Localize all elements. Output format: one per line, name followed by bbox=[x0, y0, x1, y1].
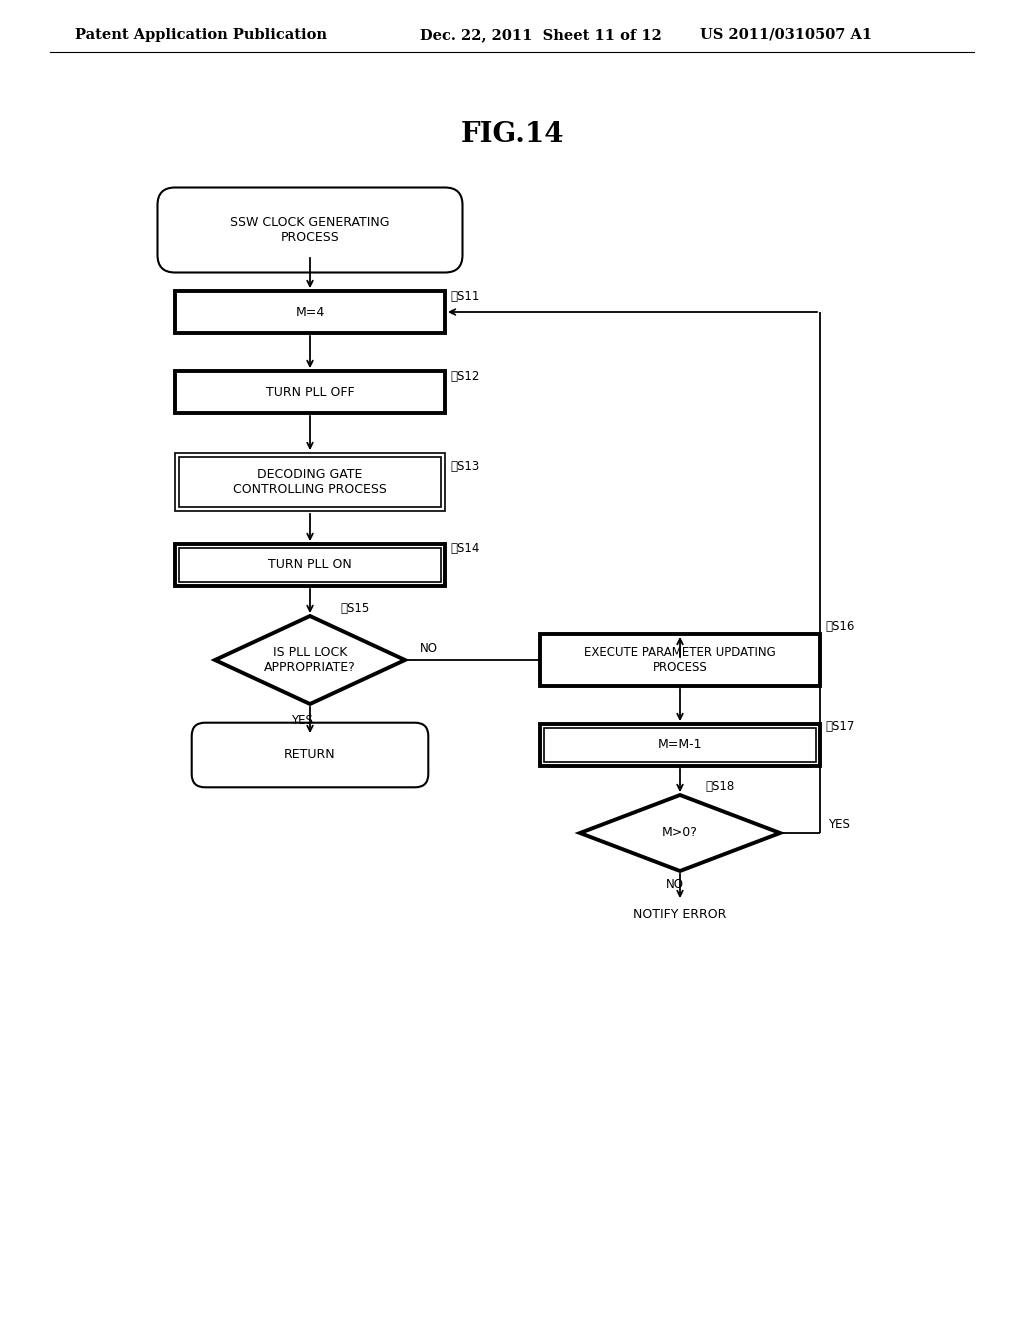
Text: FIG.14: FIG.14 bbox=[460, 121, 564, 149]
Bar bbox=[179, 457, 441, 507]
Text: M>0?: M>0? bbox=[663, 826, 698, 840]
Polygon shape bbox=[215, 616, 406, 704]
Text: M=4: M=4 bbox=[295, 305, 325, 318]
Bar bbox=[544, 729, 816, 762]
Text: TURN PLL OFF: TURN PLL OFF bbox=[265, 385, 354, 399]
Text: EXECUTE PARAMETER UPDATING
PROCESS: EXECUTE PARAMETER UPDATING PROCESS bbox=[584, 645, 776, 675]
Text: DECODING GATE
CONTROLLING PROCESS: DECODING GATE CONTROLLING PROCESS bbox=[233, 469, 387, 496]
FancyBboxPatch shape bbox=[191, 722, 428, 787]
Text: NO: NO bbox=[420, 642, 438, 655]
Text: SSW CLOCK GENERATING
PROCESS: SSW CLOCK GENERATING PROCESS bbox=[230, 216, 390, 244]
Text: YES: YES bbox=[291, 714, 313, 726]
Text: Patent Application Publication: Patent Application Publication bbox=[75, 28, 327, 42]
Text: NO: NO bbox=[666, 879, 684, 891]
Text: ⲬS14: ⲬS14 bbox=[450, 543, 479, 556]
Bar bbox=[540, 634, 820, 686]
Text: NOTIFY ERROR: NOTIFY ERROR bbox=[633, 908, 727, 921]
Text: ⲬS12: ⲬS12 bbox=[450, 370, 479, 383]
Bar bbox=[175, 371, 445, 413]
Text: IS PLL LOCK
APPROPRIATE?: IS PLL LOCK APPROPRIATE? bbox=[264, 645, 356, 675]
Text: M=M-1: M=M-1 bbox=[657, 738, 702, 751]
Text: ⲬS16: ⲬS16 bbox=[825, 619, 854, 632]
Text: YES: YES bbox=[828, 818, 850, 832]
Bar bbox=[179, 548, 441, 582]
Text: ⲬS15: ⲬS15 bbox=[340, 602, 370, 615]
Text: US 2011/0310507 A1: US 2011/0310507 A1 bbox=[700, 28, 872, 42]
Bar bbox=[175, 453, 445, 511]
Text: ⲬS17: ⲬS17 bbox=[825, 721, 854, 734]
Text: ⲬS13: ⲬS13 bbox=[450, 459, 479, 473]
Bar bbox=[175, 290, 445, 333]
Text: RETURN: RETURN bbox=[285, 748, 336, 762]
Text: TURN PLL ON: TURN PLL ON bbox=[268, 558, 352, 572]
Polygon shape bbox=[580, 795, 780, 871]
FancyBboxPatch shape bbox=[158, 187, 463, 272]
Text: Dec. 22, 2011  Sheet 11 of 12: Dec. 22, 2011 Sheet 11 of 12 bbox=[420, 28, 662, 42]
Text: ⲬS11: ⲬS11 bbox=[450, 289, 479, 302]
Bar bbox=[540, 723, 820, 766]
Text: ⲬS18: ⲬS18 bbox=[705, 780, 734, 793]
Bar bbox=[175, 544, 445, 586]
